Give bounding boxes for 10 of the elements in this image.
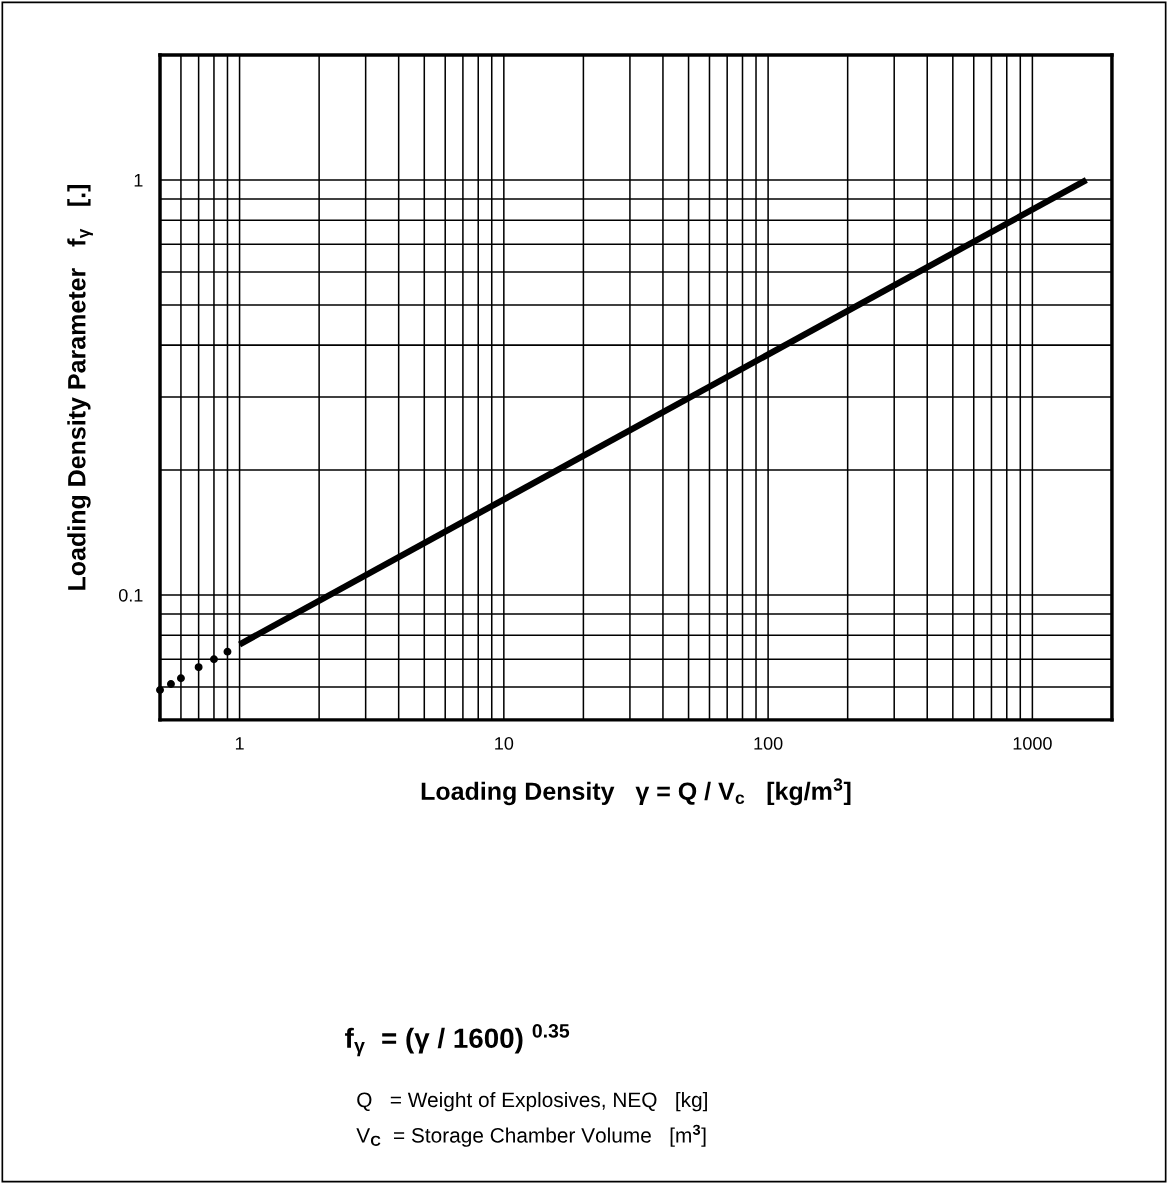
text: V$_{C}$ = Storage Chamber Volume [m$^{3}$] — [356, 1124, 706, 1147]
x-tick-label: 1000 — [1013, 737, 1052, 750]
text: Loading Density Parameter f$_{γ}$ [.] — [67, 184, 93, 590]
text: Q = Weight of Explosives, NEQ [kg] — [357, 1091, 707, 1112]
x-tick-label: 10 — [495, 737, 514, 750]
text: Loading Density γ = Q / V$_{c}$ [kg/m$^{3}$] — [421, 778, 851, 806]
y-tick-label: 0.1 — [118, 588, 143, 602]
x-tick-label: 1 — [235, 737, 244, 750]
x-tick-label: 100 — [754, 737, 783, 750]
text: f$_{γ}$ = (γ / 1600) $^{0.35}$ — [345, 1023, 570, 1057]
